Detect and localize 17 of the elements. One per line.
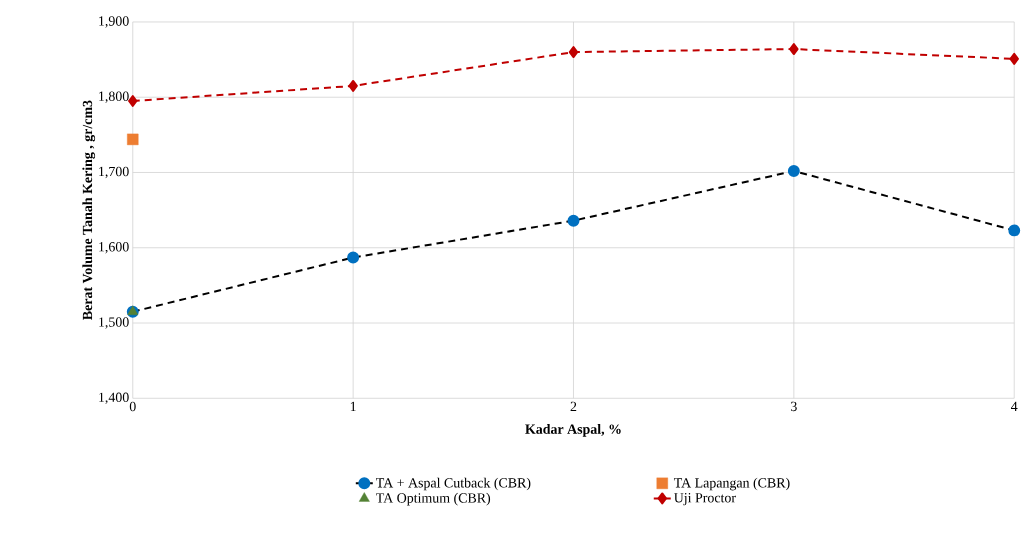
legend-label: Uji Proctor [674, 493, 736, 506]
x-tick-label: 3 [791, 401, 797, 412]
y-tick-label: 1,800 [99, 91, 129, 103]
x-tick-label: 4 [1010, 401, 1018, 411]
legend-label: TA Lapangan (CBR) [673, 477, 790, 491]
legend-label: TA + Aspal Cutback (CBR) [376, 477, 531, 491]
y-tick-label: 1,900 [99, 16, 129, 28]
y-axis-title: Berat Volume Tanah Kering , gr/cm3 [82, 100, 96, 320]
y-tick-label: 1,500 [99, 317, 129, 329]
x-tick-label: 2 [570, 401, 577, 412]
y-tick-label: 1,700 [99, 166, 129, 179]
y-tick-label: 1,400 [99, 392, 129, 404]
x-axis-title: Kadar Aspal, % [525, 424, 621, 437]
legend-label: TA Optimum (CBR) [376, 492, 491, 506]
y-tick-label: 1,600 [99, 242, 129, 254]
x-tick-label: 0 [129, 401, 136, 412]
x-tick-label: 1 [350, 401, 356, 411]
